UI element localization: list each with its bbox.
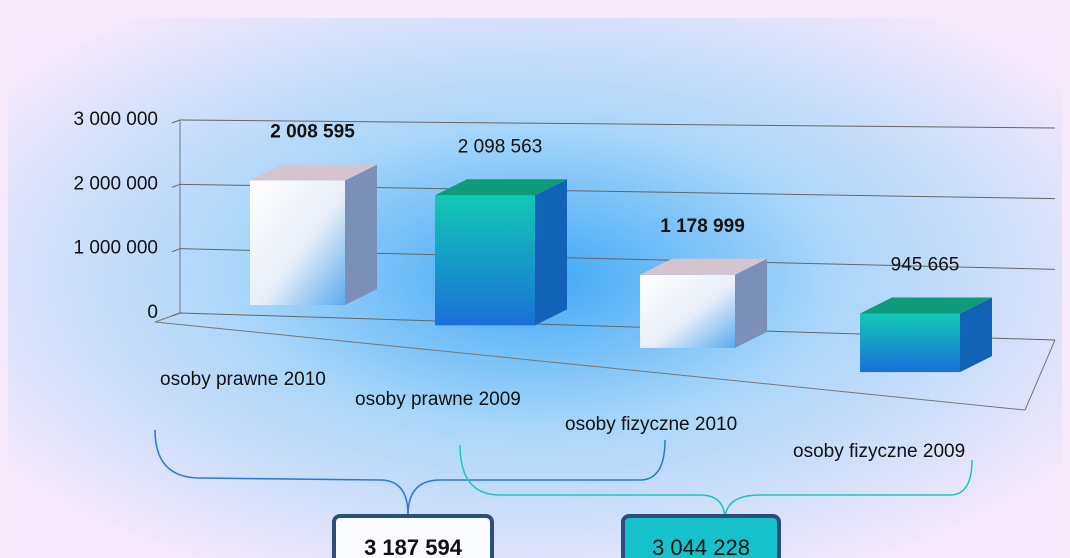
total-box bbox=[621, 514, 781, 558]
bar-top bbox=[860, 297, 992, 314]
grid-line bbox=[179, 119, 1056, 129]
bracket bbox=[724, 459, 973, 521]
value-label: 1 178 999 bbox=[660, 216, 745, 237]
y-tick-label: 2 000 000 bbox=[73, 173, 158, 194]
bar bbox=[435, 195, 535, 326]
x-tick-label: osoby fizyczne 2010 bbox=[565, 414, 737, 435]
floor-edge bbox=[1024, 339, 1056, 411]
total-label: 3 044 228 bbox=[652, 535, 750, 558]
x-tick-label: osoby fizyczne 2009 bbox=[793, 441, 965, 462]
bracket bbox=[154, 429, 409, 516]
bar-top bbox=[435, 179, 567, 196]
bar bbox=[250, 180, 345, 305]
bar-top bbox=[250, 164, 377, 181]
y-tick-label: 3 000 000 bbox=[73, 109, 158, 130]
total-box bbox=[332, 514, 494, 558]
y-tick-label: 0 bbox=[147, 302, 158, 323]
value-label: 2 008 595 bbox=[270, 121, 355, 142]
bar-side bbox=[960, 297, 992, 373]
tick-mark bbox=[171, 312, 181, 317]
tick-mark bbox=[171, 119, 181, 124]
total-label: 3 187 594 bbox=[364, 535, 463, 558]
bar-top bbox=[640, 258, 767, 275]
y-tick-label: 1 000 000 bbox=[73, 238, 158, 259]
bracket bbox=[407, 439, 666, 516]
value-label: 945 665 bbox=[891, 254, 960, 275]
value-label: 2 098 563 bbox=[458, 136, 543, 157]
tick-mark bbox=[171, 183, 181, 188]
bracket bbox=[459, 444, 726, 521]
bar bbox=[860, 313, 960, 373]
bar-side bbox=[535, 179, 567, 326]
bar-side bbox=[345, 164, 377, 305]
bar bbox=[640, 274, 735, 348]
tick-mark bbox=[171, 248, 181, 253]
x-tick-label: osoby prawne 2010 bbox=[160, 369, 326, 390]
x-tick-label: osoby prawne 2009 bbox=[355, 389, 521, 410]
bar-side bbox=[735, 258, 767, 348]
floor-edge bbox=[154, 321, 1026, 411]
